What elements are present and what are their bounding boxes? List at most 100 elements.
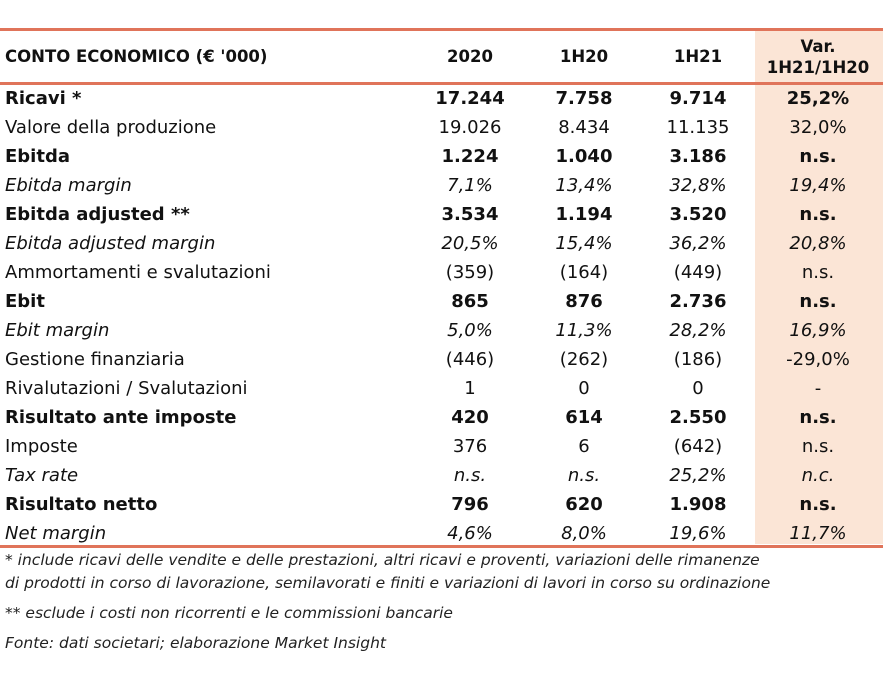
- table-row: Ebitda 1.224 1.040 3.186 n.s.: [0, 142, 883, 171]
- cell-label: Ebitda adjusted margin: [5, 233, 216, 254]
- cell-1h20: (164): [559, 262, 609, 283]
- cell-label: Ebit margin: [5, 320, 110, 341]
- header-bottom-rule: [0, 82, 883, 85]
- cell-1h20: 13,4%: [555, 175, 613, 196]
- cell-1h21: (449): [673, 262, 723, 283]
- table-top-rule: [0, 28, 883, 31]
- cell-1h20: 8,0%: [561, 523, 607, 544]
- cell-1h20: 8.434: [558, 117, 610, 138]
- cell-1h20: 7.758: [555, 88, 613, 109]
- cell-label: Ebitda margin: [5, 175, 132, 196]
- cell-1h21: 9.714: [669, 88, 727, 109]
- cell-1h21: 2.736: [669, 291, 727, 312]
- cell-2020: 19.026: [438, 117, 502, 138]
- cell-variation: 19,4%: [789, 175, 847, 196]
- table-row: Ebit margin 5,0% 11,3% 28,2% 16,9%: [0, 316, 883, 345]
- cell-2020: 376: [452, 436, 488, 457]
- cell-2020: 3.534: [441, 204, 499, 225]
- cell-label: Rivalutazioni / Svalutazioni: [5, 378, 248, 399]
- cell-variation: 16,9%: [789, 320, 847, 341]
- cell-variation: n.c.: [801, 465, 835, 486]
- cell-1h21: 3.520: [669, 204, 727, 225]
- header-1h21: 1H21: [673, 47, 723, 66]
- footnote-ricavi-line2: di prodotti in corso di lavorazione, sem…: [5, 574, 771, 592]
- cell-1h21: 25,2%: [669, 465, 727, 486]
- cell-2020: (446): [445, 349, 495, 370]
- table-row: Net margin 4,6% 8,0% 19,6% 11,7%: [0, 519, 883, 548]
- cell-label: Gestione finanziaria: [5, 349, 185, 370]
- source-note: Fonte: dati societari; elaborazione Mark…: [5, 634, 386, 652]
- variation-column-highlight: [755, 30, 883, 544]
- cell-1h20: 1.040: [555, 146, 613, 167]
- header-conto-economico: CONTO ECONOMICO (€ '000): [5, 47, 268, 66]
- cell-2020: 865: [451, 291, 489, 312]
- cell-variation: n.s.: [799, 494, 837, 515]
- table-row: Imposte 376 6 (642) n.s.: [0, 432, 883, 461]
- table-body: Ricavi * 17.244 7.758 9.714 25,2% Valore dell…: [0, 82, 883, 548]
- cell-label: Ricavi *: [5, 88, 82, 109]
- cell-1h21: 11.135: [666, 117, 730, 138]
- cell-2020: (359): [445, 262, 495, 283]
- cell-1h21: 19,6%: [669, 523, 727, 544]
- table-row: Ammortamenti e svalutazioni (359) (164) (44…: [0, 258, 883, 287]
- cell-label: Imposte: [5, 436, 78, 457]
- cell-1h21: 32,8%: [669, 175, 727, 196]
- cell-2020: 20,5%: [441, 233, 499, 254]
- cell-label: Ebit: [5, 291, 45, 312]
- cell-1h20: 1.194: [555, 204, 613, 225]
- footnote-ricavi-line1: * include ricavi delle vendite e delle p…: [5, 551, 760, 569]
- cell-variation: n.s.: [799, 407, 837, 428]
- cell-1h20: 876: [565, 291, 603, 312]
- header-variation: Var. 1H21/1H20: [753, 31, 883, 82]
- cell-label: Ammortamenti e svalutazioni: [5, 262, 271, 283]
- cell-1h21: (186): [673, 349, 723, 370]
- cell-1h20: 0: [578, 378, 590, 399]
- cell-1h20: 15,4%: [555, 233, 613, 254]
- cell-1h21: 28,2%: [669, 320, 727, 341]
- table-bottom-rule: [0, 545, 883, 548]
- cell-label: Tax rate: [5, 465, 79, 486]
- cell-variation: 20,8%: [789, 233, 847, 254]
- cell-2020: 17.244: [435, 88, 505, 109]
- cell-1h21: 36,2%: [669, 233, 727, 254]
- header-1h20: 1H20: [559, 47, 609, 66]
- table-row: Ebitda margin 7,1% 13,4% 32,8% 19,4%: [0, 171, 883, 200]
- cell-2020: 796: [451, 494, 489, 515]
- cell-variation: n.s.: [801, 262, 835, 283]
- cell-variation: -: [814, 378, 822, 399]
- table-row: Ebitda adjusted ** 3.534 1.194 3.520 n.s.: [0, 200, 883, 229]
- cell-1h21: 3.186: [669, 146, 727, 167]
- cell-variation: 32,0%: [789, 117, 847, 138]
- cell-1h20: n.s.: [567, 465, 601, 486]
- table-row: Rivalutazioni / Svalutazioni 1 0 0 -: [0, 374, 883, 403]
- cell-variation: n.s.: [799, 291, 837, 312]
- table-row: Risultato ante imposte 420 614 2.550 n.s.: [0, 403, 883, 432]
- cell-1h21: 2.550: [669, 407, 727, 428]
- cell-2020: 1: [464, 378, 476, 399]
- table-header-row: CONTO ECONOMICO (€ '000) 2020 1H20 1H21 …: [0, 31, 883, 82]
- cell-variation: n.s.: [799, 204, 837, 225]
- cell-variation: 11,7%: [789, 523, 847, 544]
- income-statement-table: CONTO ECONOMICO (€ '000) 2020 1H20 1H21 …: [0, 31, 883, 548]
- cell-1h20: 620: [565, 494, 603, 515]
- footnotes: * include ricavi delle vendite e delle p…: [5, 549, 883, 655]
- cell-label: Risultato netto: [5, 494, 158, 515]
- cell-1h21: (642): [673, 436, 723, 457]
- footnote-ebitda-adjusted: ** esclude i costi non ricorrenti e le c…: [5, 604, 453, 622]
- cell-2020: 4,6%: [447, 523, 493, 544]
- header-2020: 2020: [447, 47, 493, 66]
- cell-variation: -29,0%: [786, 349, 850, 370]
- cell-variation: n.s.: [801, 436, 835, 457]
- cell-2020: 5,0%: [447, 320, 493, 341]
- table-row: Ricavi * 17.244 7.758 9.714 25,2%: [0, 82, 883, 113]
- cell-1h20: 614: [565, 407, 603, 428]
- table-row: Gestione finanziaria (446) (262) (186) -29,0…: [0, 345, 883, 374]
- cell-label: Ebitda: [5, 146, 70, 167]
- cell-2020: 7,1%: [447, 175, 493, 196]
- table-row: Risultato netto 796 620 1.908 n.s.: [0, 490, 883, 519]
- cell-1h20: 11,3%: [555, 320, 613, 341]
- cell-1h20: 6: [578, 436, 590, 457]
- cell-label: Risultato ante imposte: [5, 407, 237, 428]
- cell-label: Ebitda adjusted **: [5, 204, 190, 225]
